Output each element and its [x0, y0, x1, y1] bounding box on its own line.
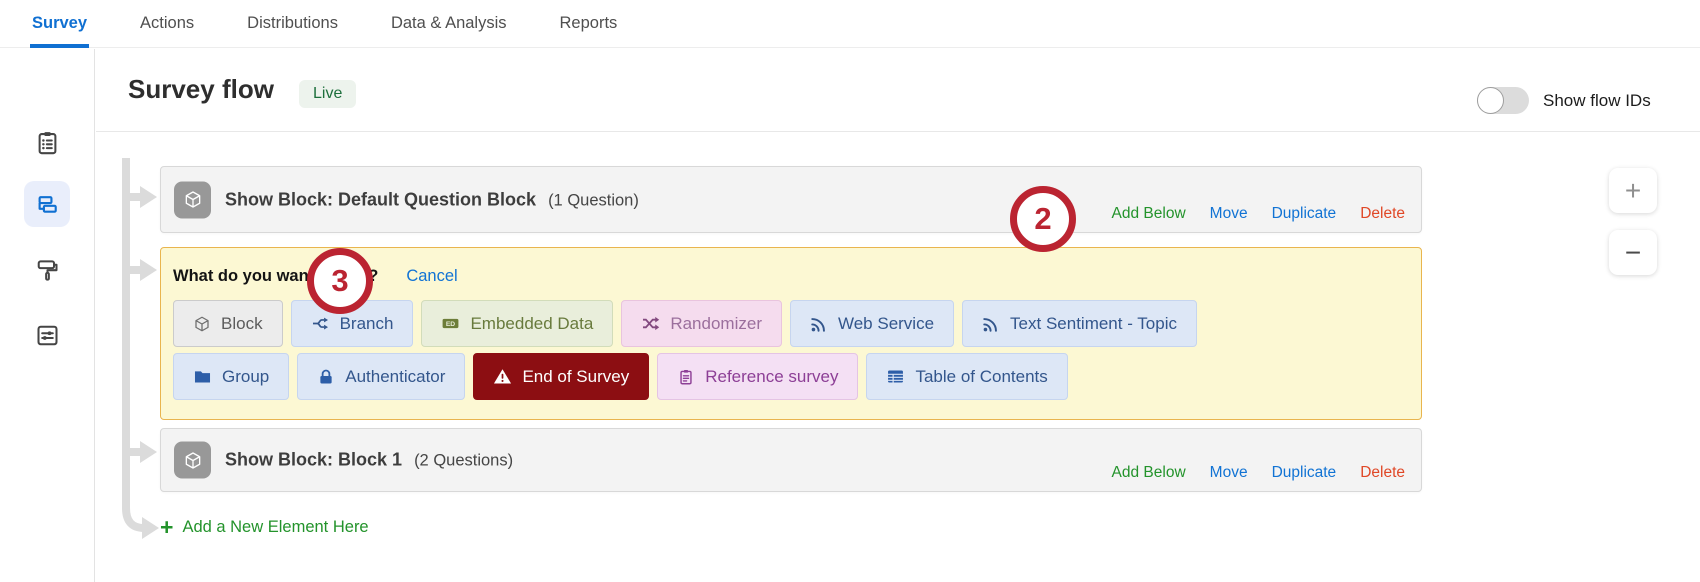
delete-link[interactable]: Delete [1360, 205, 1405, 222]
block-actions: Add Below Move Duplicate Delete [1112, 205, 1405, 223]
sidebar-item-survey-builder[interactable] [24, 119, 70, 165]
sidebar-item-survey-options[interactable] [24, 312, 70, 358]
top-nav: Survey Actions Distributions Data & Anal… [0, 0, 1700, 48]
option-reference-survey[interactable]: Reference survey [657, 353, 859, 400]
show-flow-ids-label: Show flow IDs [1543, 91, 1651, 110]
sidebar-item-look-and-feel[interactable] [24, 246, 70, 292]
move-link[interactable]: Move [1209, 464, 1248, 481]
option-block[interactable]: Block [173, 300, 283, 347]
tab-actions[interactable]: Actions [140, 14, 195, 32]
option-end-of-survey[interactable]: End of Survey [473, 353, 650, 400]
option-group[interactable]: Group [173, 353, 290, 400]
clipboard-icon [34, 129, 61, 156]
block-header: Show Block: Default Question Block (1 Qu… [225, 189, 639, 210]
header-divider [96, 131, 1700, 132]
element-options-row-1: Block Branch ED [173, 300, 1409, 347]
embedded-data-icon: ED [441, 314, 460, 333]
duplicate-link[interactable]: Duplicate [1271, 464, 1337, 481]
cube-icon [174, 181, 211, 218]
add-below-link[interactable]: Add Below [1111, 464, 1186, 481]
option-label: Text Sentiment - Topic [1010, 313, 1177, 333]
block-title: Show Block: Default Question Block [225, 189, 537, 209]
option-label: Branch [339, 313, 394, 333]
sidebar-item-survey-flow[interactable] [24, 181, 70, 227]
svg-text:ED: ED [446, 321, 455, 328]
block-actions: Add Below Move Duplicate Delete [1112, 464, 1405, 482]
status-badge-live: Live [299, 80, 357, 108]
block-question-count: (2 Questions) [414, 451, 514, 470]
cube-icon [193, 315, 211, 333]
left-sidebar [0, 49, 95, 582]
block-header: Show Block: Block 1 (2 Questions) [225, 450, 513, 471]
option-table-of-contents[interactable]: Table of Contents [866, 353, 1068, 400]
option-label: End of Survey [522, 366, 630, 386]
option-label: Group [222, 366, 270, 386]
block-title: Show Block: Block 1 [225, 449, 403, 470]
add-new-element-label: Add a New Element Here [182, 517, 369, 536]
option-randomizer[interactable]: Randomizer [621, 300, 782, 347]
option-label: Embedded Data [470, 313, 594, 333]
minus-icon: − [1624, 236, 1642, 268]
zoom-in-button[interactable]: + [1609, 168, 1657, 213]
toggle-knob [1477, 87, 1504, 114]
clipboard-icon [677, 368, 695, 386]
option-text-sentiment-topic[interactable]: Text Sentiment - Topic [962, 300, 1197, 347]
add-new-element-link[interactable]: + Add a New Element Here [160, 514, 369, 540]
option-label: Block [221, 313, 263, 333]
annotation-number: 3 [331, 263, 349, 298]
zoom-out-button[interactable]: − [1609, 230, 1657, 275]
add-below-link[interactable]: Add Below [1111, 205, 1186, 222]
feed-icon [810, 315, 828, 333]
feed-icon [982, 315, 1000, 333]
cancel-link[interactable]: Cancel [406, 267, 458, 285]
warning-icon [493, 367, 512, 386]
flow-icon [34, 191, 61, 218]
tab-survey[interactable]: Survey [29, 0, 90, 48]
duplicate-link[interactable]: Duplicate [1271, 205, 1337, 222]
annotation-circle-3: 3 [307, 248, 373, 314]
paint-roller-icon [34, 256, 61, 283]
page-title: Survey flow [128, 74, 274, 104]
flow-connector [122, 158, 159, 539]
option-web-service[interactable]: Web Service [789, 300, 955, 347]
move-link[interactable]: Move [1209, 205, 1248, 222]
branch-icon [311, 314, 330, 333]
option-label: Authenticator [345, 366, 446, 386]
tab-data-analysis[interactable]: Data & Analysis [390, 14, 507, 32]
shuffle-icon [641, 314, 660, 333]
flow-element-block-1[interactable]: Show Block: Block 1 (2 Questions) Add Be… [160, 428, 1422, 492]
option-authenticator[interactable]: Authenticator [297, 353, 466, 400]
table-icon [886, 367, 905, 386]
sliders-icon [34, 322, 61, 349]
cube-icon [174, 441, 211, 479]
show-flow-ids-toggle[interactable] [1477, 87, 1529, 114]
folder-icon [193, 367, 212, 386]
option-label: Reference survey [705, 366, 839, 386]
flow-element-block-default[interactable]: Show Block: Default Question Block (1 Qu… [160, 166, 1422, 233]
plus-icon: + [160, 514, 174, 540]
delete-link[interactable]: Delete [1360, 464, 1405, 481]
option-label: Web Service [837, 313, 935, 333]
annotation-circle-2: 2 [1010, 186, 1076, 252]
option-label: Randomizer [670, 313, 762, 333]
element-options-row-2: Group Authenticator [173, 353, 1409, 400]
tab-distributions[interactable]: Distributions [247, 14, 338, 32]
option-embedded-data[interactable]: ED Embedded Data [421, 300, 614, 347]
plus-icon: + [1624, 174, 1642, 206]
option-label: Table of Contents [915, 366, 1048, 386]
block-question-count: (1 Question) [548, 191, 639, 209]
tab-reports[interactable]: Reports [559, 14, 618, 32]
lock-icon [317, 368, 335, 386]
annotation-number: 2 [1034, 201, 1052, 236]
